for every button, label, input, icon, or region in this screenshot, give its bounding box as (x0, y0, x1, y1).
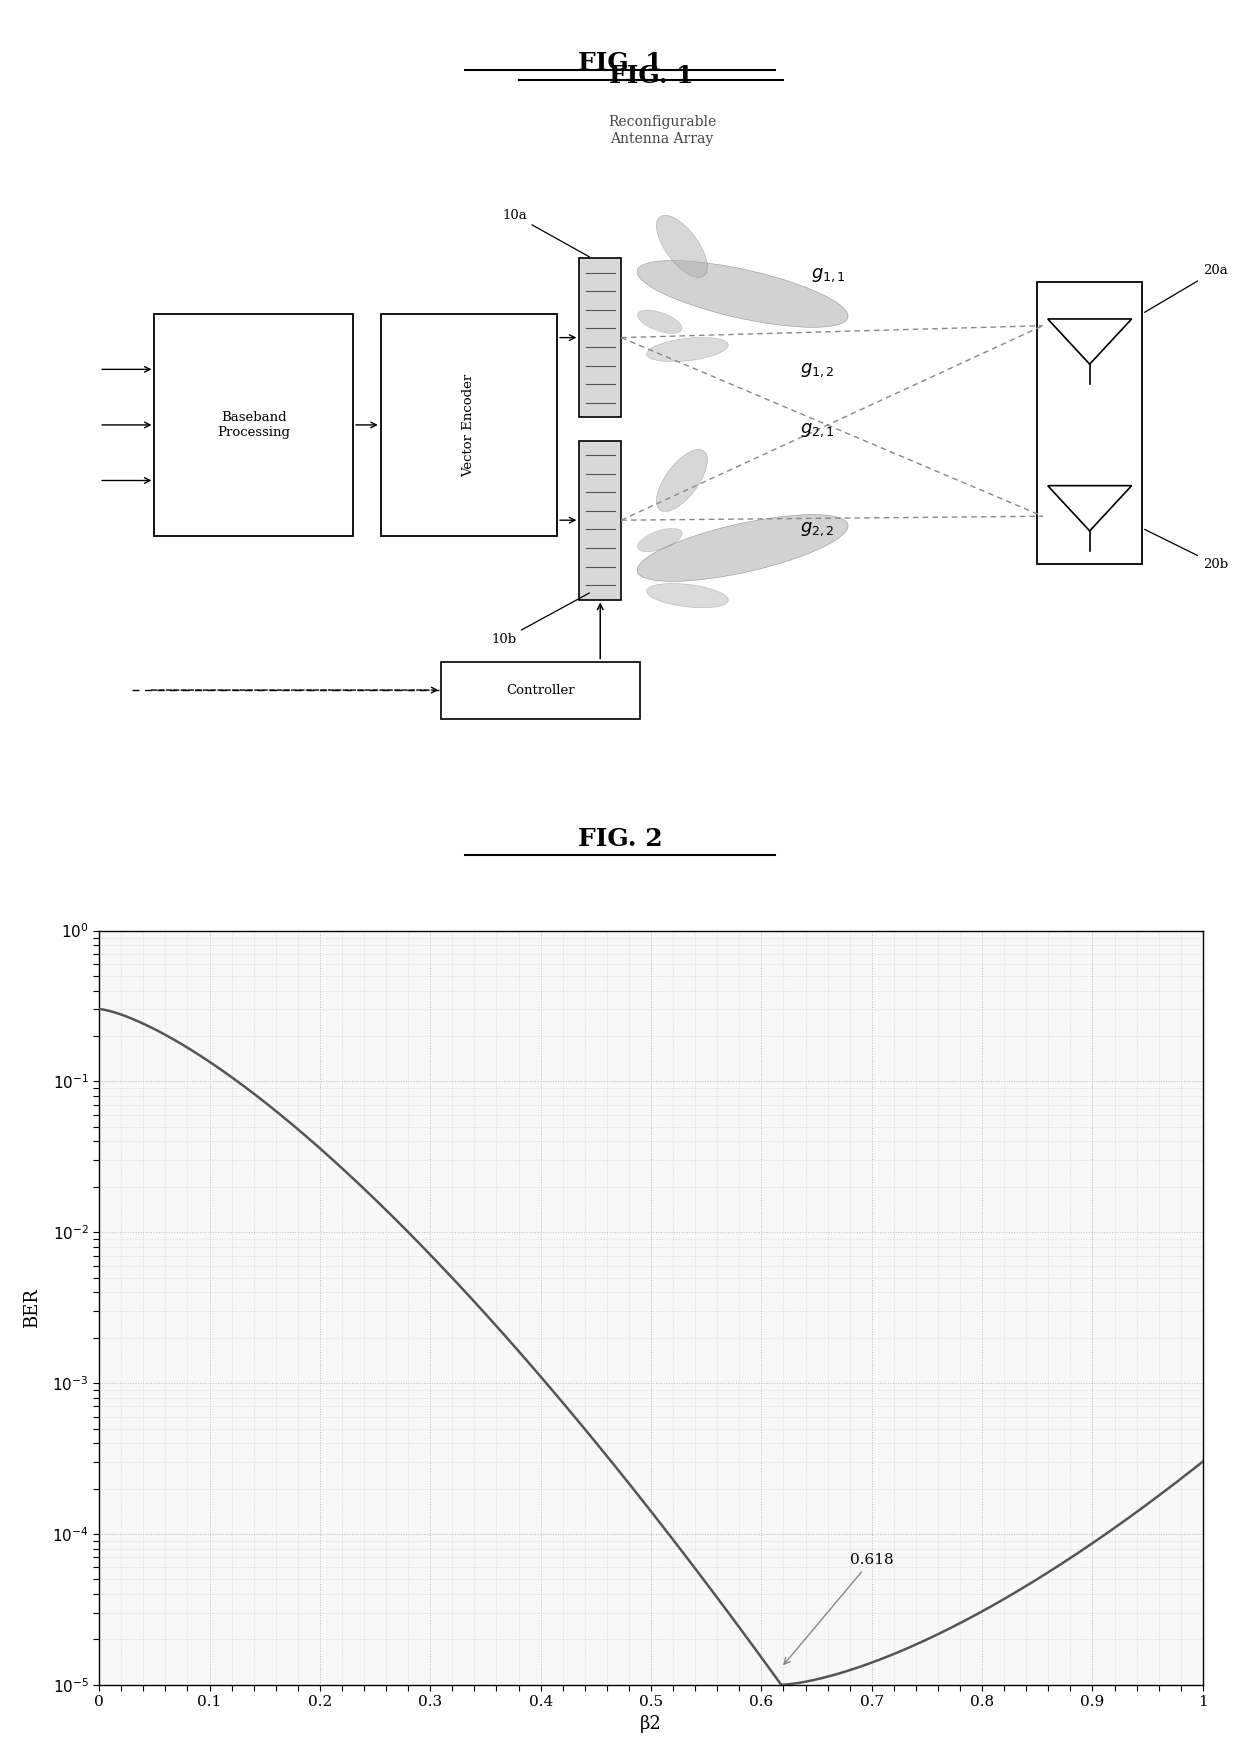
FancyBboxPatch shape (381, 314, 557, 535)
Polygon shape (1048, 319, 1132, 365)
Text: Baseband
Processing: Baseband Processing (217, 411, 290, 439)
Text: Vector Encoder: Vector Encoder (463, 374, 475, 477)
Text: 20b: 20b (1145, 530, 1228, 570)
Ellipse shape (656, 216, 707, 277)
Text: $g_{1,1}$: $g_{1,1}$ (811, 267, 846, 284)
Text: FIG. 2: FIG. 2 (578, 827, 662, 851)
Text: 20a: 20a (1145, 263, 1228, 312)
Text: 10b: 10b (491, 593, 589, 646)
Ellipse shape (656, 449, 707, 511)
FancyBboxPatch shape (154, 314, 353, 535)
Polygon shape (1048, 486, 1132, 532)
FancyBboxPatch shape (579, 258, 621, 418)
Ellipse shape (637, 528, 682, 551)
FancyBboxPatch shape (579, 441, 621, 600)
Text: $g_{1,2}$: $g_{1,2}$ (800, 362, 835, 379)
Text: $g_{2,2}$: $g_{2,2}$ (800, 519, 835, 539)
FancyBboxPatch shape (1037, 283, 1142, 563)
Text: 10a: 10a (502, 209, 589, 256)
Ellipse shape (637, 260, 848, 328)
Y-axis label: BER: BER (24, 1288, 41, 1327)
Text: $g_{2,1}$: $g_{2,1}$ (800, 421, 835, 439)
Ellipse shape (637, 311, 682, 333)
Ellipse shape (646, 583, 728, 607)
Text: 0.618: 0.618 (784, 1553, 893, 1664)
Text: FIG. 1: FIG. 1 (609, 63, 693, 88)
Text: FIG. 1: FIG. 1 (578, 51, 662, 75)
Ellipse shape (646, 337, 728, 362)
Text: Reconfigurable
Antenna Array: Reconfigurable Antenna Array (608, 116, 717, 146)
X-axis label: β2: β2 (640, 1715, 662, 1732)
Ellipse shape (637, 514, 848, 581)
Text: Controller: Controller (506, 684, 575, 697)
FancyBboxPatch shape (441, 662, 640, 718)
